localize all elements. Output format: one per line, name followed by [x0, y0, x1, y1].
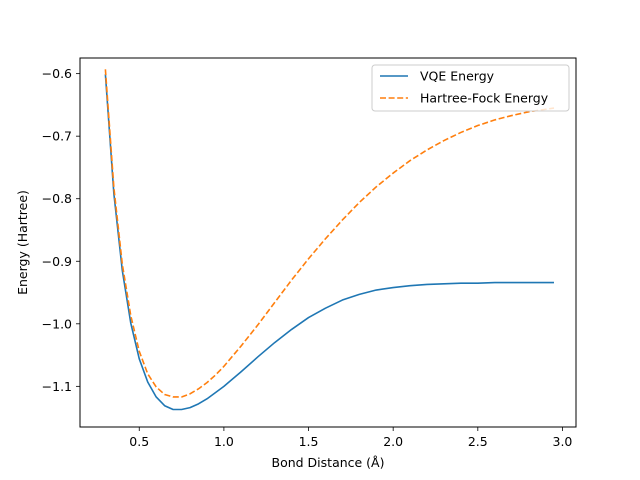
- x-tick-label: 1.0: [214, 434, 234, 449]
- axes-background: [80, 58, 576, 427]
- series-line-0: [104, 74, 554, 411]
- x-tick-label: 2.0: [383, 434, 403, 449]
- legend-label-hartree-fock: Hartree-Fock Energy: [420, 91, 549, 106]
- y-tick-label: −1.1: [42, 379, 72, 394]
- y-axis-label: Energy (Hartree): [15, 190, 30, 295]
- y-tick-label: −1.0: [42, 316, 72, 331]
- y-tick-label: −0.8: [42, 191, 72, 206]
- legend-frame: [371, 64, 570, 112]
- x-tick-label: 3.0: [553, 434, 573, 449]
- x-axis-ticks: 0.5 1.0 1.5 2.0 2.5 3.0: [129, 427, 572, 449]
- y-axis-ticks: −1.1 −1.0 −0.9 −0.8 −0.7 −0.6: [42, 66, 80, 394]
- x-axis-label: Bond Distance (Å): [272, 455, 385, 470]
- series-layer: [104, 69, 555, 411]
- x-tick-label: 1.5: [299, 434, 319, 449]
- x-tick-label: 0.5: [129, 434, 149, 449]
- plot-area: 0.5 1.0 1.5 2.0 2.5 3.0 −1.1−1.0−0.9−0.8−0.7−…: [42, 57, 577, 449]
- y-tick-label: −0.9: [42, 254, 72, 269]
- y-tick-label: −0.7: [42, 129, 72, 144]
- axes-frame: [79, 57, 577, 428]
- legend: VQE Energy Hartree-Fock Energy: [371, 64, 570, 112]
- legend-label-vqe: VQE Energy: [420, 69, 495, 84]
- y-tick-label: −0.6: [42, 66, 72, 81]
- x-tick-label: 2.5: [468, 434, 488, 449]
- series-line-1: [104, 69, 555, 398]
